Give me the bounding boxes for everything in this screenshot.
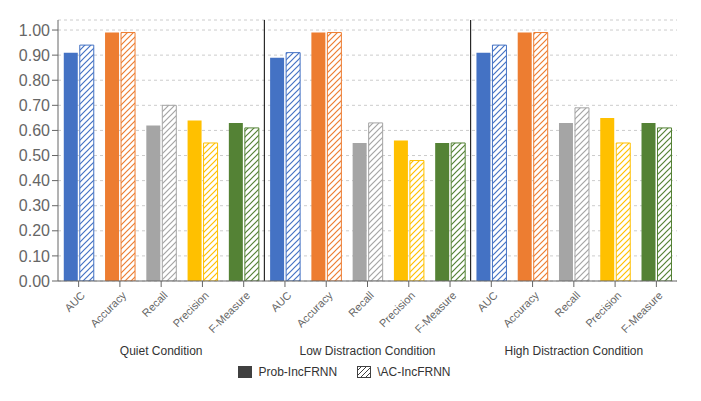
svg-text:0.40: 0.40	[19, 172, 50, 189]
svg-text:AUC: AUC	[62, 289, 87, 314]
svg-text:Precision: Precision	[170, 289, 210, 329]
html-text:Prob-IncFRNN: Prob-IncFRNN	[258, 365, 338, 379]
svg-text:0.00: 0.00	[19, 273, 50, 290]
svg-text:F-Measure: F-Measure	[412, 289, 458, 335]
svg-text:0.80: 0.80	[19, 72, 50, 89]
svg-text:0.50: 0.50	[19, 147, 50, 164]
svg-text:0.70: 0.70	[19, 97, 50, 114]
svg-text:Precision: Precision	[377, 289, 417, 329]
svg-text:High Distraction Condition: High Distraction Condition	[504, 344, 643, 358]
svg-text:Precision: Precision	[583, 289, 623, 329]
svg-text:1.00: 1.00	[19, 22, 50, 39]
svg-text:Accuracy: Accuracy	[501, 289, 542, 330]
svg-text:F-Measure: F-Measure	[206, 289, 252, 335]
svg-text:0.30: 0.30	[19, 197, 50, 214]
svg-text:AUC: AUC	[269, 289, 294, 314]
svg-text:F-Measure: F-Measure	[619, 289, 665, 335]
svg-text:0.20: 0.20	[19, 222, 50, 239]
html-text:\AC-IncFRNN: \AC-IncFRNN	[377, 365, 451, 379]
svg-text:Recall: Recall	[140, 289, 170, 319]
svg-text:0.10: 0.10	[19, 248, 50, 265]
svg-text:Accuracy: Accuracy	[294, 289, 335, 330]
svg-text:Recall: Recall	[552, 289, 582, 319]
svg-text:Accuracy: Accuracy	[88, 289, 129, 330]
svg-text:0.90: 0.90	[19, 47, 50, 64]
svg-text:Quiet Condition: Quiet Condition	[120, 344, 203, 358]
svg-text:AUC: AUC	[475, 289, 500, 314]
svg-text:0.60: 0.60	[19, 122, 50, 139]
svg-text:Recall: Recall	[346, 289, 376, 319]
svg-text:Low Distraction Condition: Low Distraction Condition	[299, 344, 435, 358]
